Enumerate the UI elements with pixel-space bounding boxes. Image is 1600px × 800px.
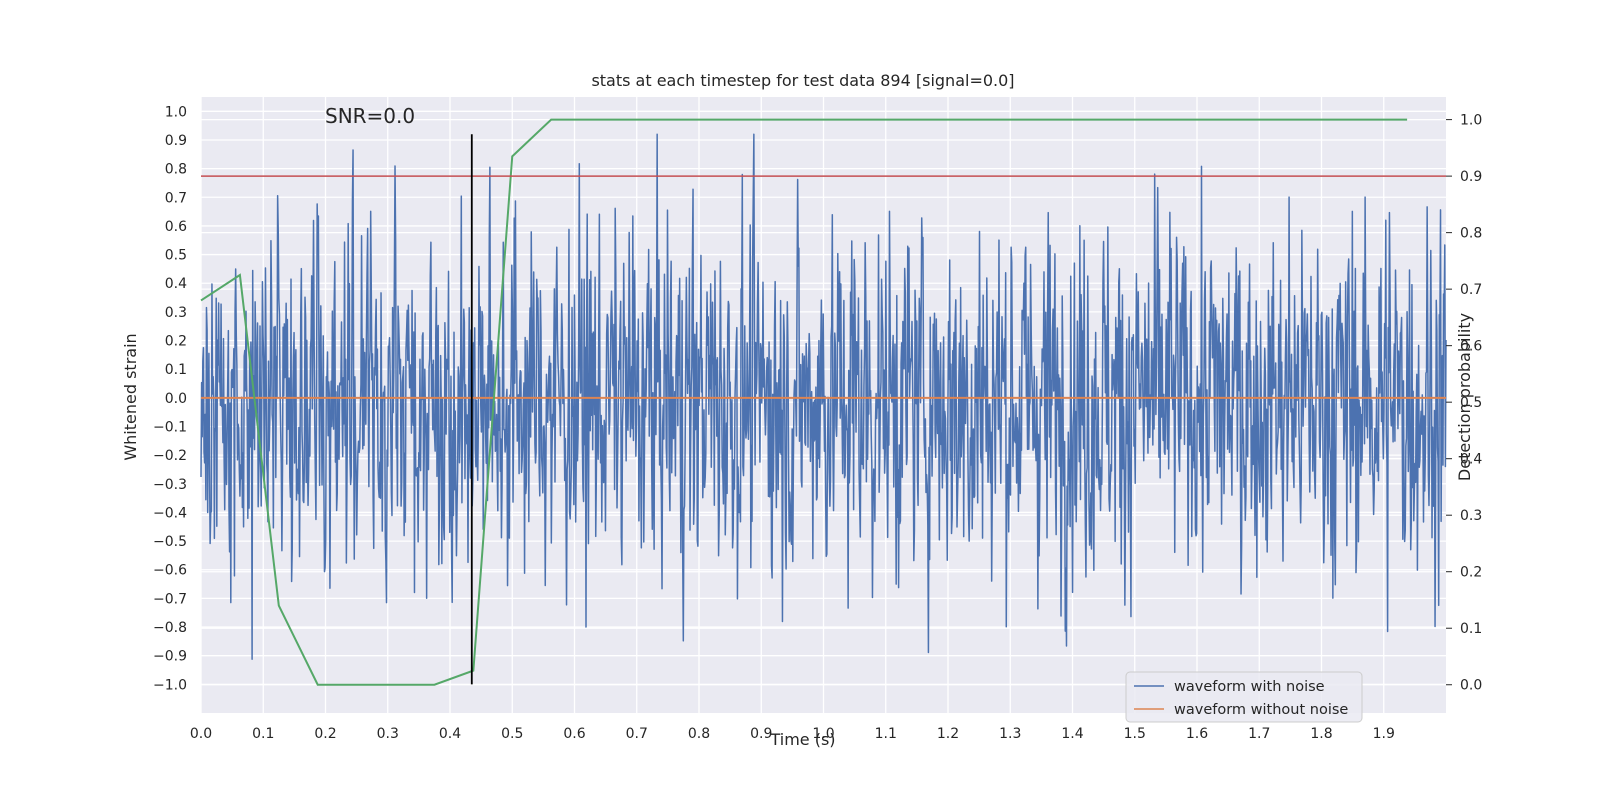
y-tick-label-left: −1.0 <box>153 677 187 693</box>
y-tick-label-left: −0.4 <box>153 505 187 521</box>
y-tick-label-right: 0.9 <box>1460 169 1482 185</box>
x-tick-label: 1.4 <box>1061 726 1083 742</box>
x-tick-label: 0.6 <box>563 726 585 742</box>
y-tick-label-left: −0.1 <box>153 419 187 435</box>
series-detection-probability <box>200 118 1408 686</box>
x-tick-label: 0.1 <box>252 726 274 742</box>
y-tick-label-right: 0.1 <box>1460 621 1482 637</box>
x-axis-ticks: 0.0 0.1 0.2 0.3 0.4 0.5 0.6 0.7 0.8 0.9 1.0 1.1 1.2 1… <box>190 726 1395 742</box>
y-tick-label-left: −0.2 <box>153 448 187 464</box>
y-tick-label-left: 1.0 <box>165 104 187 120</box>
y-tick-label-left: 0.0 <box>165 391 187 407</box>
y-tick-label-left: 0.3 <box>165 305 187 321</box>
y-tick-label-left: 0.5 <box>165 248 187 264</box>
y-axis-right-ticks: 1.0 0.9 0.8 0.7 0.6 0.5 0.4 0.3 0.2 0.1 0.0 <box>1446 113 1482 694</box>
x-tick-label: 0.4 <box>439 726 461 742</box>
grid <box>200 97 1446 713</box>
x-tick-label: 1.3 <box>999 726 1021 742</box>
x-tick-label: 1.2 <box>937 726 959 742</box>
x-axis-label: Time (s) <box>769 730 835 749</box>
y-tick-label-right: 0.0 <box>1460 678 1482 694</box>
legend-box <box>1125 671 1363 723</box>
y-tick-label-left: −0.6 <box>153 563 187 579</box>
y-tick-label-right: 0.6 <box>1460 339 1482 355</box>
y-tick-label-left: 0.4 <box>165 276 187 292</box>
x-tick-label: 1.5 <box>1124 726 1146 742</box>
y-tick-label-left: −0.5 <box>153 534 187 550</box>
y-tick-label-left: 0.7 <box>165 190 187 206</box>
snr-annotation: SNR=0.0 <box>325 104 415 128</box>
y-tick-label-left: −0.8 <box>153 620 187 636</box>
y-tick-label-left: 0.6 <box>165 219 187 235</box>
y-tick-label-left: 0.1 <box>165 362 187 378</box>
x-tick-label: 1.0 <box>812 726 834 742</box>
y-tick-label-left: 0.9 <box>165 133 187 149</box>
x-tick-label: 1.7 <box>1248 726 1270 742</box>
y-tick-label-right: 0.3 <box>1460 508 1482 524</box>
chart-title: stats at each timestep for test data 894… <box>591 71 1014 90</box>
x-tick-label: 0.0 <box>190 726 212 742</box>
x-tick-label: 0.9 <box>750 726 772 742</box>
legend-label-waveform-with-noise: waveform with noise <box>1174 679 1325 695</box>
series-waveform-with-noise <box>200 133 1447 660</box>
y-tick-label-right: 1.0 <box>1460 113 1482 129</box>
y-tick-label-left: −0.7 <box>153 591 187 607</box>
x-tick-label: 1.1 <box>875 726 897 742</box>
y-axis-left-ticks: 1.0 0.9 0.8 0.7 0.6 0.5 0.4 0.3 0.2 0.1 0.0 −0.1 −0.… <box>153 104 187 693</box>
y-tick-label-right: 0.2 <box>1460 565 1482 581</box>
x-tick-label: 1.6 <box>1186 726 1208 742</box>
y-tick-label-right: 0.5 <box>1460 395 1482 411</box>
noise-trace <box>200 133 1447 660</box>
x-tick-label: 0.7 <box>626 726 648 742</box>
x-tick-label: 0.8 <box>688 726 710 742</box>
y-tick-label-left: 0.8 <box>165 162 187 178</box>
y-axis-left-label: Whitened strain <box>121 333 140 460</box>
x-tick-label: 0.3 <box>377 726 399 742</box>
reference-lines <box>201 134 1446 685</box>
y-tick-label-left: −0.3 <box>153 477 187 493</box>
x-tick-label: 0.2 <box>314 726 336 742</box>
y-tick-label-right: 0.7 <box>1460 282 1482 298</box>
legend-label-waveform-without-noise: waveform without noise <box>1174 702 1348 718</box>
y-tick-label-left: 0.2 <box>165 334 187 350</box>
y-axis-right-label: Detection probability <box>1455 313 1474 481</box>
y-tick-label-left: −0.9 <box>153 649 187 665</box>
x-tick-label: 1.9 <box>1373 726 1395 742</box>
y-tick-label-right: 0.8 <box>1460 226 1482 242</box>
x-tick-label: 1.8 <box>1310 726 1332 742</box>
y-tick-label-right: 0.4 <box>1460 452 1482 468</box>
x-tick-label: 0.5 <box>501 726 523 742</box>
legend: waveform with noise waveform without noi… <box>1125 671 1363 723</box>
